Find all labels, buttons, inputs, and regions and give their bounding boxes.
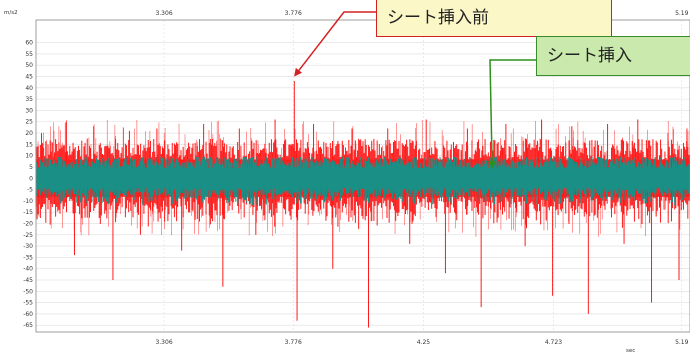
plot-frame <box>35 19 690 333</box>
annotation-before-arrow <box>294 11 376 77</box>
y-tick-label: 40 <box>25 85 33 92</box>
y-tick-label: -45 <box>23 277 33 284</box>
y-tick-label: -55 <box>23 300 33 307</box>
y-tick-label: -30 <box>23 243 33 250</box>
x-tick-label-bottom: 4.25 <box>417 339 431 346</box>
y-tick-label: 30 <box>25 107 33 114</box>
x-tick-label-top: 3.776 <box>285 10 302 17</box>
y-tick-label: -5 <box>27 187 33 194</box>
x-tick-label-top: 3.306 <box>155 10 172 17</box>
x-tick-label-bottom: 3.306 <box>155 339 172 346</box>
x-tick-label-bottom: 5.19 <box>675 339 689 346</box>
y-tick-label: -35 <box>23 254 33 261</box>
y-tick-label: -20 <box>23 220 33 227</box>
y-tick-label: 35 <box>25 96 33 103</box>
y-tick-label: 45 <box>25 74 33 81</box>
y-axis-unit: m/s2 <box>4 10 18 16</box>
axes: 605550454035302520151050-5-10-15-20-25-3… <box>4 10 690 354</box>
y-tick-label: 60 <box>25 40 33 47</box>
y-tick-label: 0 <box>29 175 33 182</box>
annotation-arrows <box>294 11 536 169</box>
y-tick-label: -50 <box>23 288 33 295</box>
series-after <box>35 156 690 206</box>
y-tick-label: -15 <box>23 209 33 216</box>
annotation-after-arrow <box>488 59 536 169</box>
y-tick-label: 15 <box>25 141 33 148</box>
y-tick-label: 20 <box>25 130 33 137</box>
y-tick-label: 50 <box>25 62 33 69</box>
y-tick-label: -25 <box>23 232 33 239</box>
x-tick-label-bottom: 3.776 <box>285 339 302 346</box>
y-tick-label: -65 <box>23 322 33 329</box>
y-tick-label: 5 <box>29 164 33 171</box>
x-tick-label-top: 5.19 <box>675 10 689 17</box>
annotation-before-label: シート挿入前 <box>376 0 612 37</box>
y-tick-label: 10 <box>25 153 33 160</box>
y-tick-label: 25 <box>25 119 33 126</box>
x-tick-label-bottom: 4.723 <box>545 339 562 346</box>
y-tick-label: 55 <box>25 51 33 58</box>
y-tick-label: -60 <box>23 311 33 318</box>
y-tick-label: -10 <box>23 198 33 205</box>
x-axis-unit: sec <box>626 348 635 354</box>
y-tick-label: -40 <box>23 266 33 273</box>
annotation-after-label: シート挿入 <box>536 36 690 76</box>
